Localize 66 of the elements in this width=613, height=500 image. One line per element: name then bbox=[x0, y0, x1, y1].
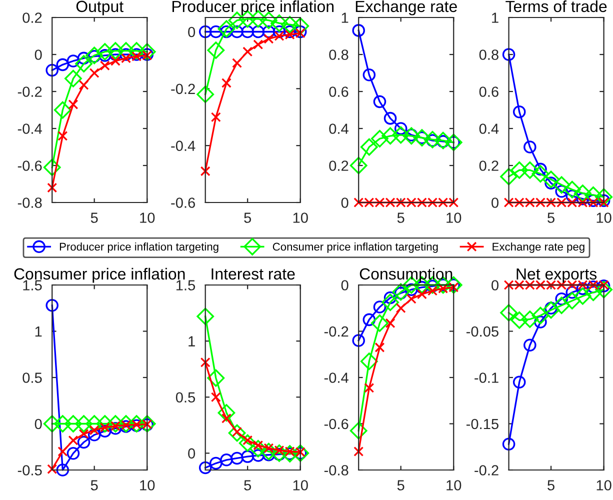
x-tick-label: 5 bbox=[548, 212, 554, 223]
y-tick-label: 0.6 bbox=[329, 86, 348, 97]
y-tick-label: 0.4 bbox=[479, 124, 499, 134]
legend-label: Producer price inflation targeting bbox=[60, 242, 218, 253]
chart-title: Net exports bbox=[516, 268, 597, 283]
y-tick-label: -0.6 bbox=[324, 418, 348, 430]
y-tick-label: -0.2 bbox=[474, 465, 498, 476]
y-tick-label: 0.5 bbox=[22, 372, 42, 383]
y-tick-label: -0.4 bbox=[324, 372, 348, 383]
x-tick-label: 10 bbox=[446, 480, 462, 490]
y-tick-label: -0.2 bbox=[324, 326, 348, 337]
y-tick-label: -0.6 bbox=[171, 198, 195, 208]
y-tick-label: 1 bbox=[342, 12, 348, 23]
x-tick-label: 5 bbox=[244, 480, 252, 490]
x-tick-label: 10 bbox=[596, 480, 612, 490]
legend-label: Consumer price inflation targeting bbox=[272, 242, 438, 253]
y-tick-label: 1 bbox=[492, 12, 498, 23]
chart-title: Consumption bbox=[360, 268, 452, 283]
y-tick-label: 0 bbox=[34, 418, 42, 430]
y-tick-label: 0.6 bbox=[479, 86, 498, 97]
legend-label: Exchange rate peg bbox=[492, 242, 584, 253]
x-tick-label: 10 bbox=[293, 480, 308, 490]
y-tick-label: 0 bbox=[341, 280, 348, 290]
x-tick-label: 10 bbox=[140, 212, 155, 223]
y-tick-label: 0.2 bbox=[22, 12, 42, 23]
x-tick-label: 5 bbox=[548, 480, 554, 490]
y-tick-label: 0 bbox=[188, 26, 196, 38]
y-tick-label: 0.2 bbox=[329, 160, 348, 171]
y-tick-label: -0.8 bbox=[18, 198, 42, 208]
y-tick-label: 0 bbox=[492, 198, 498, 208]
y-tick-label: -0.8 bbox=[324, 465, 348, 476]
y-tick-label: 0 bbox=[188, 448, 196, 459]
x-tick-label: 10 bbox=[596, 212, 612, 223]
y-tick-label: -0.2 bbox=[18, 86, 42, 97]
y-tick-label: -0.2 bbox=[171, 84, 195, 94]
x-tick-label: 5 bbox=[90, 480, 98, 490]
x-tick-label: 10 bbox=[446, 212, 462, 223]
x-tick-label: 5 bbox=[397, 480, 404, 490]
y-tick-label: 0.8 bbox=[329, 50, 348, 60]
y-tick-label: 0 bbox=[492, 280, 498, 290]
x-tick-label: 5 bbox=[90, 212, 98, 223]
chart-title: Terms of trade bbox=[506, 0, 607, 12]
y-tick-label: -0.1 bbox=[474, 372, 498, 383]
x-tick-label: 5 bbox=[244, 212, 252, 223]
x-tick-label: 5 bbox=[397, 212, 404, 223]
x-tick-label: 10 bbox=[140, 480, 155, 490]
x-tick-label: 10 bbox=[293, 212, 308, 223]
y-tick-label: -0.05 bbox=[466, 326, 498, 337]
y-tick-label: -0.4 bbox=[171, 140, 196, 152]
y-tick-label: 0.5 bbox=[176, 392, 196, 403]
y-tick-label: 1 bbox=[35, 326, 42, 337]
chart-title: Producer price inflation bbox=[172, 0, 334, 16]
y-tick-label: 0.2 bbox=[479, 160, 498, 171]
chart-title: Output bbox=[76, 0, 124, 16]
y-tick-label: 0 bbox=[341, 198, 348, 208]
y-tick-label: -0.4 bbox=[18, 124, 42, 134]
y-tick-label: -0.6 bbox=[18, 160, 42, 171]
y-tick-label: 0 bbox=[34, 50, 42, 60]
y-tick-label: -0.15 bbox=[466, 418, 498, 430]
y-tick-label: 1.5 bbox=[176, 280, 196, 290]
y-tick-label: -0.5 bbox=[18, 465, 42, 476]
y-tick-label: 1 bbox=[188, 336, 195, 346]
chart-title: Exchange rate bbox=[356, 0, 457, 16]
y-tick-label: 0.4 bbox=[329, 124, 348, 134]
chart-title: Interest rate bbox=[212, 268, 295, 280]
y-tick-label: 0.8 bbox=[479, 50, 498, 60]
